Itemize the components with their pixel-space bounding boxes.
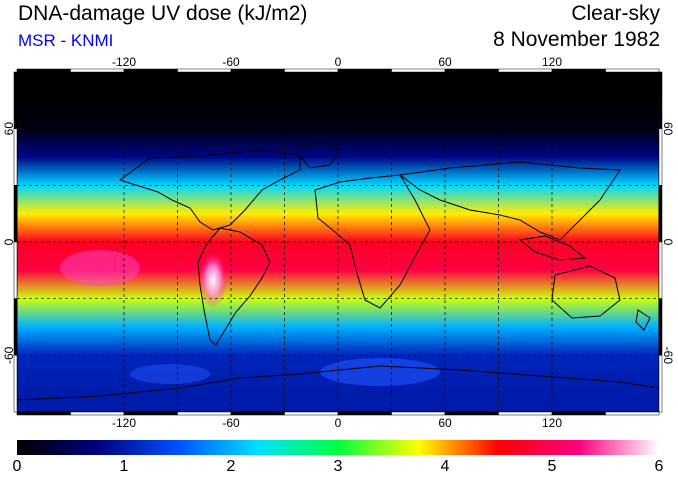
frame-tick-segment (551, 411, 606, 416)
colorbar-tick-label: 2 (226, 458, 236, 475)
map-title: DNA-damage UV dose (kJ/m2) (18, 2, 308, 25)
frame-tick-segment (177, 68, 232, 73)
latitude-label: 0 (2, 238, 16, 245)
frame-tick-segment (123, 411, 178, 416)
frame-tick-segment (658, 71, 663, 129)
frame-tick-segment (658, 128, 663, 186)
latitude-labels-left: 60 0 -60 (2, 122, 16, 364)
colorbar (17, 440, 659, 455)
colorbar-tick-label: 5 (547, 458, 557, 475)
frame-tick-segment (230, 68, 285, 73)
longitude-label: 60 (438, 416, 452, 430)
graticule (17, 72, 659, 412)
frame-tick-segment (177, 411, 232, 416)
antarctic-plateau (320, 358, 440, 386)
frame-tick-segment (284, 68, 339, 73)
frame-tick-segment (605, 411, 660, 416)
colorbar-tick-label: 4 (440, 458, 450, 475)
frame-tick-segment (70, 68, 125, 73)
longitude-label: -120 (112, 55, 136, 69)
frame-tick-segment (444, 68, 499, 73)
asia-coast (398, 161, 621, 241)
frame-tick-segment (230, 411, 285, 416)
latitude-label: -60 (661, 347, 675, 365)
frame-tick-segment (551, 68, 606, 73)
frame-tick-segment (13, 71, 18, 129)
frame-tick-segment (16, 411, 71, 416)
longitude-label: 0 (335, 416, 342, 430)
longitude-label: -60 (222, 55, 240, 69)
antarctica-coast (17, 365, 659, 401)
frame-tick-segment (16, 68, 71, 73)
frame-tick-segment (498, 68, 553, 73)
longitude-label: -60 (222, 416, 240, 430)
longitude-label: 60 (438, 55, 452, 69)
latitude-label: -60 (2, 346, 16, 364)
europe-africa-coast (314, 174, 431, 309)
longitude-labels-bottom: -120 -60 0 60 120 (112, 416, 562, 430)
frame-tick-segment (498, 411, 553, 416)
frame-tick-segment (123, 68, 178, 73)
pacific-high-dose (60, 250, 140, 286)
frame-tick-segment (13, 355, 18, 413)
colorbar-tick-label: 1 (119, 458, 129, 475)
date-label: 8 November 1982 (493, 28, 660, 51)
frame-tick-segment (658, 355, 663, 413)
frame-tick-segment (605, 68, 660, 73)
frame-tick-segment (391, 411, 446, 416)
new-zealand-coast (635, 309, 651, 331)
australia-coast (551, 265, 621, 319)
frame-tick-segment (658, 241, 663, 299)
frame-tick-segment (658, 185, 663, 243)
frame-tick-bands (13, 68, 663, 416)
longitude-label: 120 (542, 55, 562, 69)
andes-peak (199, 252, 227, 308)
latitude-label: 60 (661, 122, 675, 136)
longitude-label: -120 (112, 416, 136, 430)
greenland-coast (294, 141, 341, 169)
frame-tick-segment (337, 68, 392, 73)
latitude-label: 0 (661, 239, 675, 246)
south-america-coast (197, 227, 271, 346)
sky-condition-label: Clear-sky (571, 2, 660, 25)
frame-tick-segment (284, 411, 339, 416)
coastlines (17, 141, 659, 401)
longitude-label: 120 (542, 416, 562, 430)
frame-tick-segment (13, 185, 18, 243)
latitude-labels-right: 60 0 -60 (661, 122, 675, 364)
colorbar-tick-label: 3 (333, 458, 343, 475)
colorbar-tick-label: 0 (12, 458, 22, 475)
antarctic-plateau-west (130, 364, 210, 384)
latitude-label: 60 (2, 122, 16, 136)
north-america-coast (118, 149, 301, 231)
source-label: MSR - KNMI (18, 31, 114, 50)
longitude-labels-top: -120 -60 0 60 120 (112, 55, 562, 69)
maritime-continent-coast (518, 235, 587, 261)
frame-tick-segment (13, 241, 18, 299)
frame-tick-segment (337, 411, 392, 416)
longitude-label: 0 (335, 55, 342, 69)
frame-tick-segment (13, 128, 18, 186)
colorbar-tick-label: 6 (654, 458, 664, 475)
frame-tick-segment (444, 411, 499, 416)
frame-tick-segment (391, 68, 446, 73)
frame-tick-segment (70, 411, 125, 416)
